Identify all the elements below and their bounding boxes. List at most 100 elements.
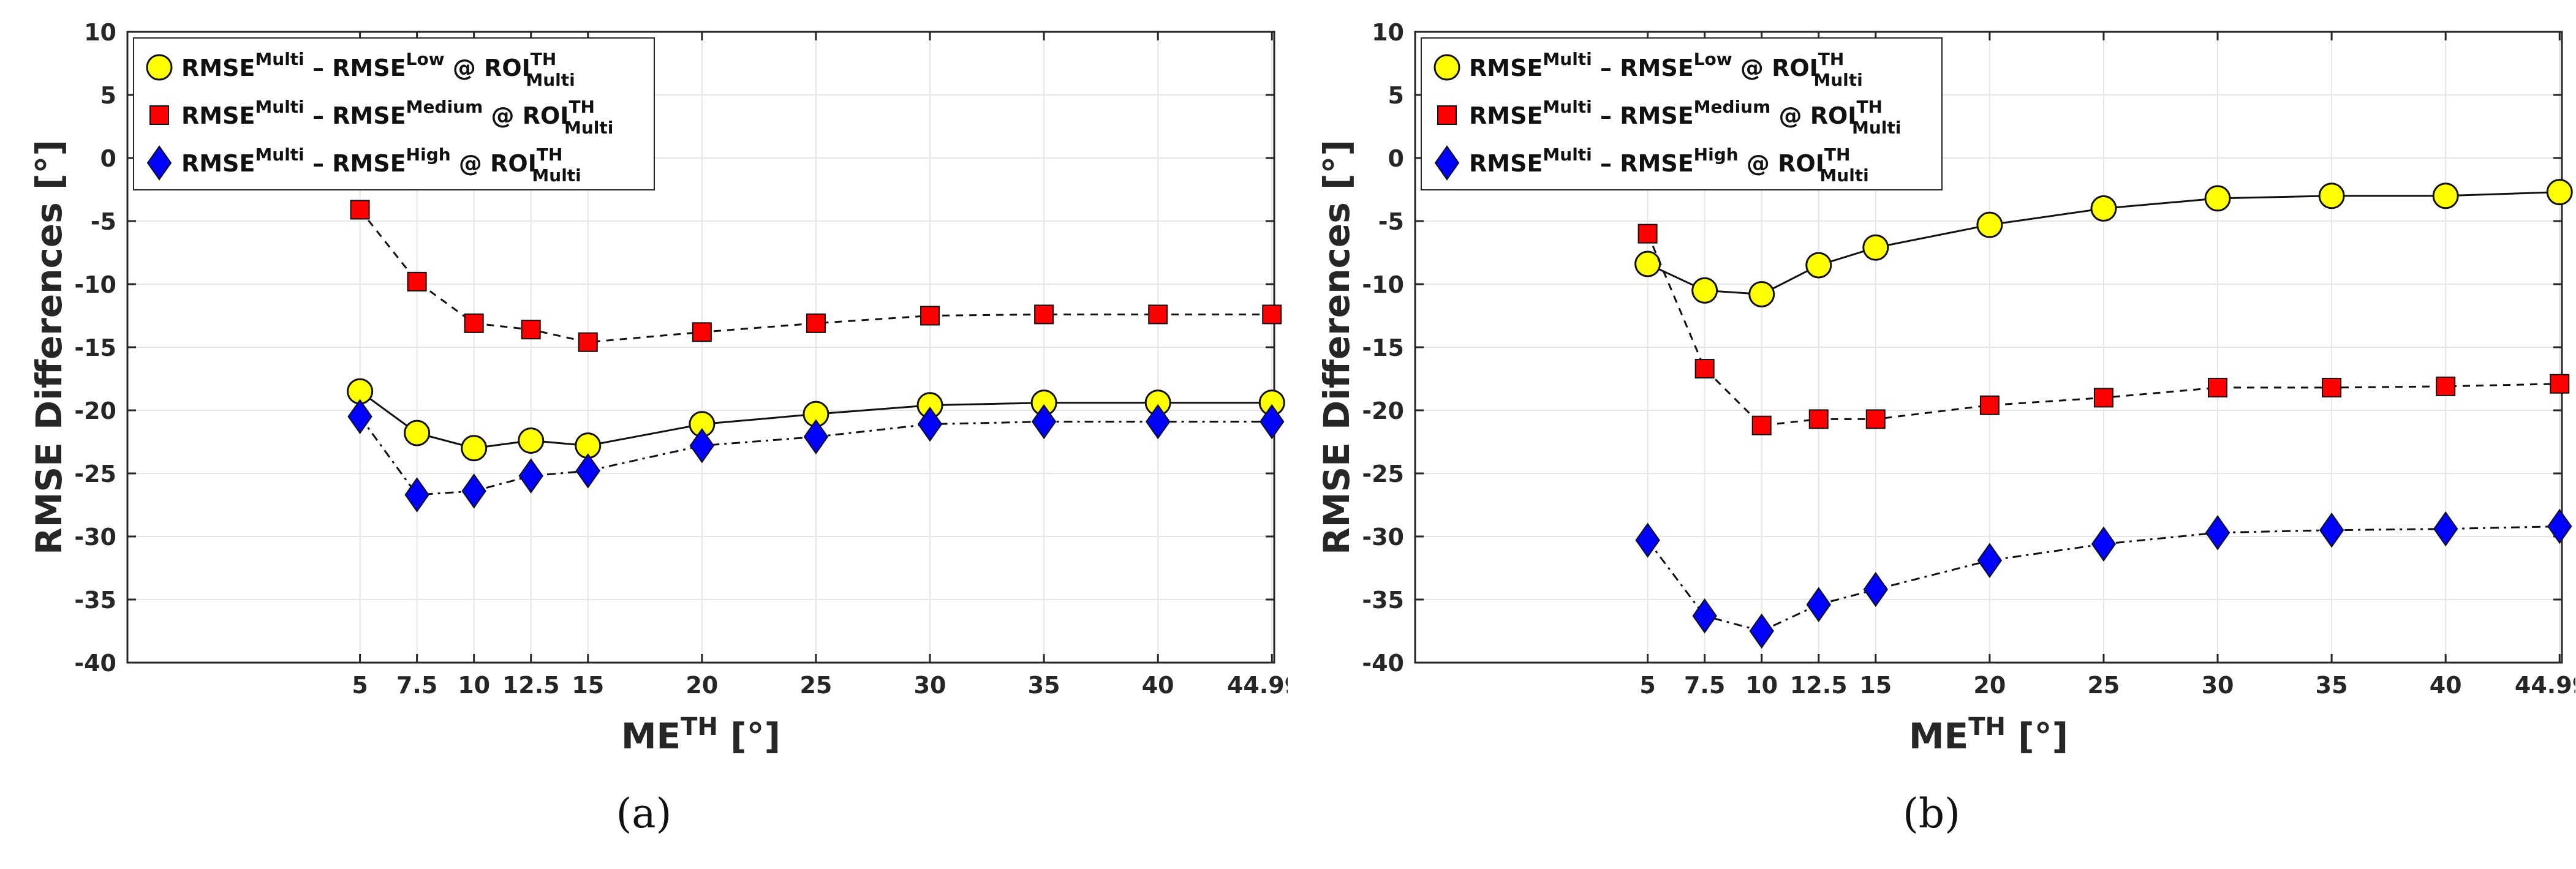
chart-panel-a: 10 5 0 -5 -10 -15 -20 -25 -30 -35 -40 5 7.5 10 12.5 15 2…	[28, 19, 1288, 837]
x-tick-label: 20	[1973, 672, 2006, 699]
legend-label: RMSEMulti – RMSEHigh @ ROITH Multi	[1469, 145, 1869, 186]
x-tick-label: 25	[2087, 672, 2120, 699]
marker-circle	[1691, 277, 1718, 304]
marker-square	[692, 322, 712, 342]
y-tick-label: -15	[1362, 334, 1404, 361]
marker-square	[1865, 409, 1886, 429]
series-circle	[347, 378, 1285, 462]
marker-diamond	[1863, 571, 1889, 608]
marker-square	[2322, 377, 2342, 397]
marker-diamond	[461, 473, 486, 509]
marker-square	[1262, 304, 1282, 325]
y-axis-label: RMSE Differences [°]	[1316, 140, 1358, 555]
marker-square	[2436, 376, 2456, 396]
marker-diamond	[575, 453, 601, 489]
series-diamond	[1635, 508, 2572, 649]
marker-square	[578, 332, 598, 352]
marker-diamond	[347, 399, 372, 435]
marker-square	[1694, 359, 1715, 379]
marker-circle	[1862, 234, 1889, 261]
marker-diamond	[1692, 598, 1717, 634]
marker-circle	[404, 419, 431, 446]
marker-diamond	[518, 458, 543, 494]
x-tick-label: 15	[572, 672, 604, 699]
marker-diamond	[2433, 511, 2458, 547]
marker-diamond	[1031, 404, 1057, 440]
marker-circle	[1748, 280, 1775, 307]
series-line	[1647, 525, 2560, 633]
marker-circle	[2432, 182, 2459, 209]
marker-diamond	[2547, 508, 2572, 544]
marker-square	[1637, 224, 1658, 244]
legend-label: RMSEMulti – RMSELow @ ROITH Multi	[1469, 49, 1863, 90]
series-square	[1637, 224, 2570, 435]
y-tick-label: -5	[1378, 208, 1404, 235]
marker-square	[1148, 304, 1168, 325]
marker-diamond	[146, 145, 172, 181]
x-tick-label: 5	[1639, 672, 1655, 699]
y-tick-label: -25	[1362, 461, 1404, 487]
marker-square	[350, 200, 370, 220]
marker-circle	[1976, 211, 2003, 238]
marker-square	[1034, 304, 1054, 325]
x-tick-label: 5	[352, 672, 368, 699]
x-axis-label: METH [°]	[621, 713, 780, 757]
marker-circle	[2090, 195, 2117, 222]
y-tick-label: -35	[74, 587, 116, 614]
marker-diamond	[1434, 145, 1460, 181]
marker-circle	[2204, 185, 2231, 212]
marker-circle	[1433, 54, 1460, 81]
y-tick-label: -40	[74, 650, 116, 677]
marker-square	[1979, 395, 2000, 415]
marker-circle	[2546, 179, 2573, 206]
y-tick-label: 0	[1388, 145, 1404, 172]
x-tick-label: 10	[458, 672, 490, 699]
x-tick-label: 20	[686, 672, 718, 699]
x-tick-label: 7.5	[1684, 672, 1725, 699]
x-tick-label: 44.999	[2515, 672, 2575, 699]
series-square	[350, 200, 1282, 352]
marker-square	[521, 320, 541, 340]
x-tick-label: 40	[1142, 672, 1174, 699]
marker-square	[1751, 415, 1772, 435]
y-tick-label: -35	[1362, 587, 1404, 614]
marker-diamond	[2205, 515, 2230, 551]
marker-diamond	[404, 477, 429, 513]
x-tick-label: 15	[1859, 672, 1892, 699]
marker-square	[920, 306, 940, 326]
x-tick-label: 30	[914, 672, 946, 699]
legend-label: RMSEMulti – RMSEHigh @ ROITH Multi	[181, 145, 581, 186]
marker-diamond	[689, 427, 715, 464]
x-tick-label: 12.5	[502, 672, 560, 699]
y-axis-label: RMSE Differences [°]	[28, 140, 70, 555]
marker-diamond	[917, 406, 943, 442]
legend-box	[133, 37, 655, 190]
chart-b-svg: 10 5 0 -5 -10 -15 -20 -25 -30 -35 -40 5 7.5 10 12.5 15 2…	[1316, 19, 2575, 757]
x-tick-label: 7.5	[396, 672, 437, 699]
marker-square	[1437, 105, 1457, 125]
x-tick-label: 35	[2316, 672, 2348, 699]
y-tick-label: 5	[100, 82, 116, 109]
y-tick-label: -10	[74, 271, 116, 298]
y-tick-label: -30	[74, 524, 116, 551]
marker-square	[2093, 388, 2113, 408]
y-tick-label: -15	[74, 334, 116, 361]
series-diamond	[347, 399, 1285, 513]
marker-diamond	[1260, 404, 1285, 440]
y-tick-label: -25	[74, 461, 116, 487]
legend-label: RMSEMulti – RMSEMedium @ ROITH Multi	[181, 97, 613, 138]
marker-diamond	[1977, 543, 2003, 578]
marker-circle	[146, 54, 173, 81]
x-tick-label: 12.5	[1790, 672, 1848, 699]
legend-label: RMSEMulti – RMSEMedium @ ROITH Multi	[1469, 97, 1901, 138]
caption-b: (b)	[1903, 790, 1960, 837]
marker-diamond	[1145, 404, 1171, 440]
marker-diamond	[1806, 587, 1831, 622]
y-tick-label: -20	[74, 397, 116, 424]
marker-circle	[461, 435, 488, 462]
y-tick-label: -40	[1362, 650, 1404, 677]
y-tick-label: -30	[1362, 524, 1404, 551]
marker-square	[407, 271, 427, 292]
legend: RMSEMulti – RMSELow @ ROITH Multi RMSEMult…	[1421, 37, 1943, 190]
x-tick-label: 44.999	[1227, 672, 1288, 699]
